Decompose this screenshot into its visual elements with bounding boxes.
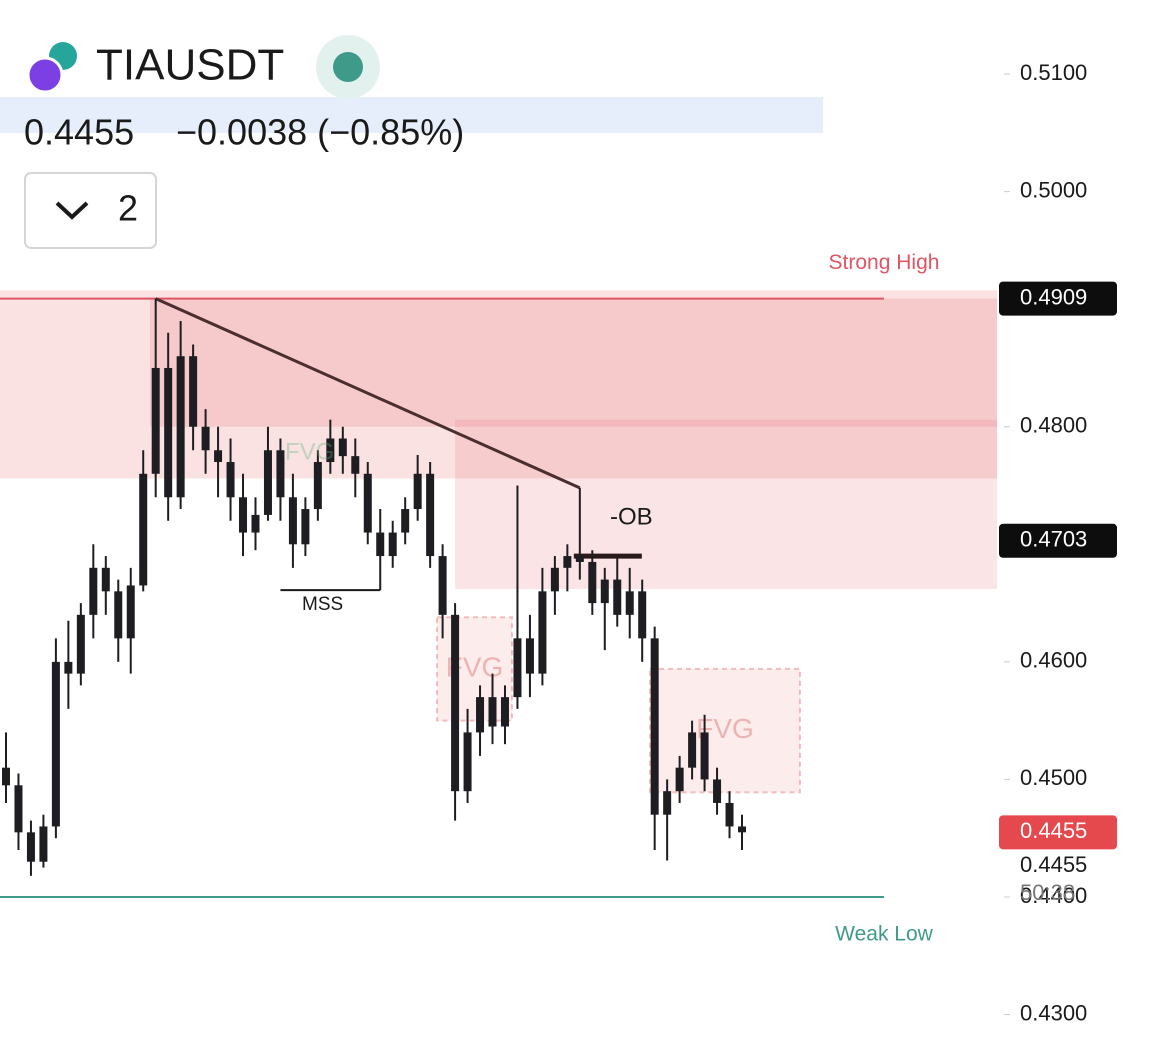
candle-body <box>451 614 460 792</box>
header-highlight <box>0 97 823 133</box>
candle-body <box>500 697 509 727</box>
candle-body <box>313 462 322 510</box>
y-tick-label: 0.4400 <box>1020 883 1087 908</box>
mss-label: MSS <box>302 594 343 615</box>
fvg-box <box>649 667 801 794</box>
candle-body <box>600 579 609 604</box>
candle-body <box>126 585 135 639</box>
candle-body <box>89 567 98 615</box>
candle-body <box>214 450 223 463</box>
candle-body <box>51 661 60 827</box>
candle-body <box>713 779 722 803</box>
candle-body <box>301 509 310 545</box>
candle-body <box>613 579 622 615</box>
candle-body <box>513 638 522 698</box>
candle-body <box>101 567 110 592</box>
candle-body <box>26 832 35 862</box>
candle-body <box>276 450 285 498</box>
status-dot <box>333 52 363 82</box>
indicator-count: 2 <box>118 188 138 229</box>
collapse-button[interactable] <box>24 172 157 249</box>
candle-body <box>288 497 297 545</box>
last-price-badge <box>999 815 1117 850</box>
y-tick-label: 0.4600 <box>1020 648 1087 673</box>
candle-body <box>326 438 335 463</box>
candle-body <box>675 767 684 792</box>
candle-body <box>488 697 497 727</box>
candle-body <box>550 567 559 592</box>
fvg-box <box>436 616 513 722</box>
candle-body <box>700 732 709 780</box>
candle-body <box>426 473 435 557</box>
chevron <box>55 201 89 220</box>
candle-body <box>39 826 48 862</box>
y-tick-label: 0.4800 <box>1020 413 1087 438</box>
candle-body <box>176 356 185 498</box>
candle-body <box>76 614 85 674</box>
candle-body <box>363 473 372 533</box>
candle-body <box>239 497 248 533</box>
last-price-label: 0.4455 <box>1020 818 1087 843</box>
candle-body <box>151 367 160 474</box>
candle-body <box>650 638 659 815</box>
candle-body <box>401 509 410 533</box>
ob-zone <box>455 419 998 589</box>
candle-body <box>376 532 385 557</box>
symbol: TIAUSDT <box>96 41 284 90</box>
candle-body <box>2 767 10 786</box>
candle-body <box>226 462 235 498</box>
y-tick-label: 0.5000 <box>1020 177 1087 202</box>
candle-body <box>164 367 173 498</box>
candle-body <box>725 802 734 827</box>
level-label: Strong High <box>829 251 940 274</box>
candle-body <box>638 591 647 639</box>
y-tick-label: 0.4500 <box>1020 765 1087 790</box>
candle-body <box>575 556 584 562</box>
y-tick-label: 0.4300 <box>1020 1000 1087 1025</box>
candle-body <box>625 591 634 615</box>
candle-body <box>438 556 447 615</box>
price-badge-label: 0.4703 <box>1020 527 1087 552</box>
candle-body <box>388 532 397 557</box>
price-badge <box>999 281 1117 316</box>
header-change: −0.0038 (−0.85%) <box>176 112 464 153</box>
price-badge-label: 0.4909 <box>1020 284 1087 309</box>
candle-body <box>463 732 472 792</box>
close-price-label: 0.4455 <box>1020 852 1087 877</box>
candle-body <box>538 591 547 674</box>
candle-body <box>201 426 210 451</box>
candle-body <box>338 438 347 457</box>
candle-body <box>663 791 672 815</box>
level-label: Weak Low <box>835 923 933 946</box>
plot-layer: Strong High Weak Low <box>0 251 940 946</box>
candle-body <box>114 591 123 639</box>
candle-body <box>525 638 534 674</box>
faint-fvg-label: FVG <box>285 438 334 465</box>
candle-body <box>413 473 422 510</box>
ob-zone <box>150 298 997 427</box>
price-badge <box>999 523 1117 558</box>
trend-line <box>155 297 581 490</box>
candle-body <box>139 473 148 586</box>
ob-label: -OB <box>610 503 653 530</box>
countdown: 50:38 <box>1020 880 1075 905</box>
candle-body <box>14 785 23 833</box>
candle-body <box>251 514 260 533</box>
candle-body <box>64 661 73 674</box>
base-icon <box>26 56 64 94</box>
candle-body <box>563 556 572 568</box>
candle-body <box>189 356 198 427</box>
y-tick-label: 0.5100 <box>1020 60 1087 85</box>
candle-body <box>476 697 485 733</box>
candle-body <box>588 561 597 604</box>
candle-body <box>263 450 272 515</box>
axis-layer: 0.51000.50000.49000.48000.47000.46000.45… <box>999 60 1117 1025</box>
header-price: 0.4455 <box>24 112 134 153</box>
candle-body <box>738 826 746 833</box>
candle-body <box>351 456 360 474</box>
candle-body <box>688 732 697 768</box>
